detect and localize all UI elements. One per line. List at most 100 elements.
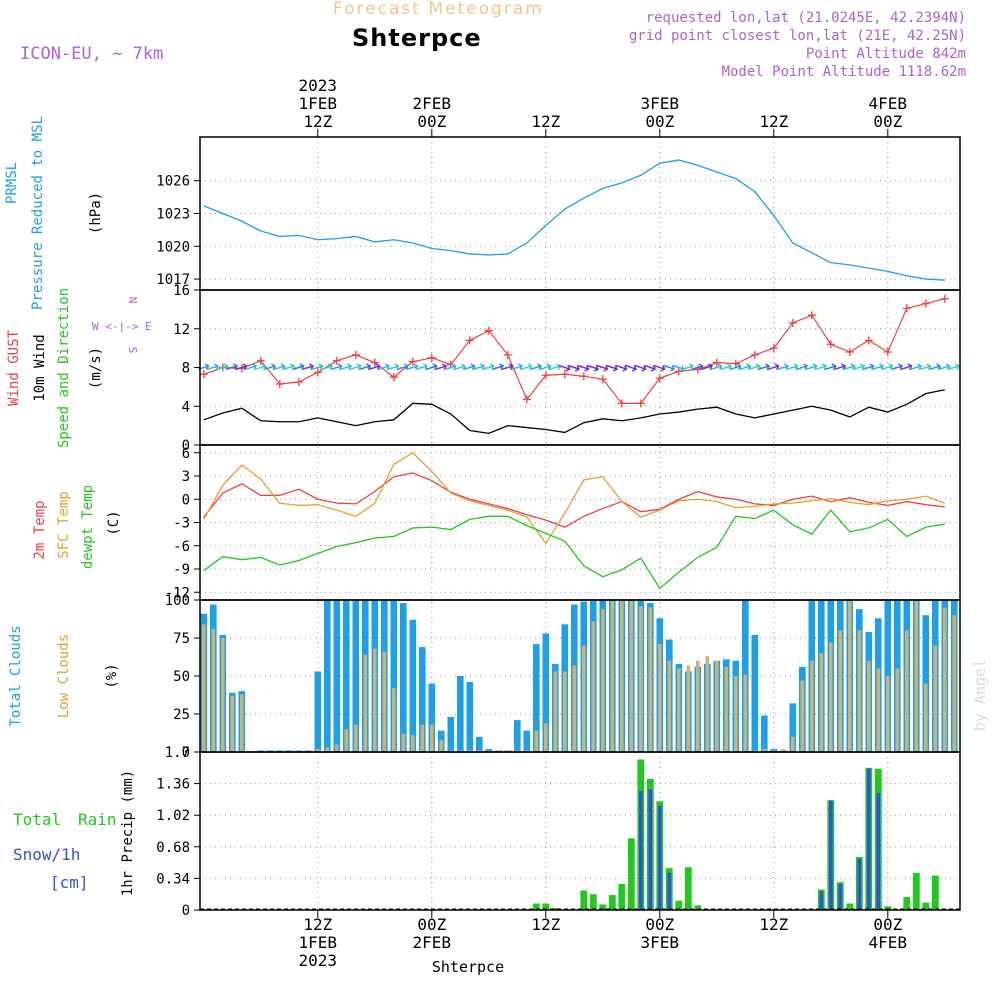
wind-direction-arrow: [254, 363, 267, 371]
total-cloud-bar: [447, 717, 455, 752]
low-cloud-bar: [335, 744, 339, 752]
wind-direction-arrow: [748, 363, 761, 371]
precip-cm-label: [cm]: [50, 873, 89, 892]
wind-direction-arrow-shape: [948, 363, 960, 371]
total-cloud-bar: [390, 600, 398, 752]
low-cloud-bar: [791, 736, 795, 752]
rain-bar: [599, 904, 607, 910]
pressure-tick-label: 1026: [156, 174, 190, 190]
wind-direction-arrow-shape: [359, 363, 371, 371]
pressure-unit: (hPa): [88, 192, 104, 234]
wind-direction-arrow-shape: [596, 364, 609, 372]
low-cloud-bar: [591, 621, 596, 752]
footer-location: Shterpce: [432, 958, 504, 976]
wind-direction-arrow-shape: [587, 364, 599, 372]
pressure-line: [203, 159, 945, 281]
low-cloud-bar: [582, 645, 586, 752]
wind-direction-arrow-shape: [425, 363, 438, 371]
wind-direction-arrow-shape: [805, 363, 818, 371]
gust-marker: [864, 336, 873, 345]
gust-marker: [313, 368, 322, 377]
wind-tick-label: 8: [182, 361, 190, 377]
cloud-tick-label: 75: [173, 631, 190, 647]
low-cloud-bar: [496, 750, 501, 752]
wind-direction-arrow-shape: [644, 364, 656, 372]
wind-direction-arrow-shape: [853, 363, 865, 371]
low-cloud-bar: [382, 651, 387, 752]
low-cloud-bar: [838, 630, 843, 752]
gust-marker: [731, 359, 740, 368]
gust-marker: [256, 356, 265, 365]
top-time-label: 12Z: [759, 112, 788, 131]
pressure-label-prmsl: PRMSL: [4, 162, 20, 204]
wind-direction-arrow-shape: [786, 363, 799, 371]
low-cloud-bar: [468, 750, 472, 752]
wind-direction-arrow: [929, 363, 941, 371]
wind-direction-arrow-shape: [254, 363, 267, 371]
wind-direction-arrow-shape: [710, 363, 723, 371]
bottom-time-label: 2023: [299, 951, 338, 970]
wind-direction-arrow: [891, 363, 903, 371]
low-cloud-bar: [439, 739, 444, 752]
wind-direction-arrow: [862, 363, 875, 371]
model-label: ICON-EU, ~ 7km: [20, 44, 164, 64]
wind-direction-arrow: [330, 363, 343, 371]
low-cloud-bar: [829, 642, 833, 752]
wind-direction-arrow: [387, 363, 400, 371]
temp-2m-label: 2m Temp: [32, 500, 48, 559]
wind-direction-arrow: [235, 363, 248, 371]
gust-marker: [617, 399, 626, 408]
pressure-tick-label: 1017: [156, 272, 190, 288]
low-cloud-bar: [734, 676, 738, 752]
wind-direction-arrow: [482, 363, 495, 371]
low-cloud-bar: [316, 748, 320, 752]
rain-bar: [589, 894, 597, 910]
gust-marker: [807, 311, 816, 320]
wind-direction-arrow-shape: [634, 364, 647, 372]
wind-direction-arrow-shape: [463, 363, 476, 371]
low-cloud-bar: [430, 724, 434, 752]
wind-direction-arrow: [520, 363, 533, 371]
cloud-tick-label: 100: [165, 593, 190, 609]
top-time-label: 2FEB: [413, 94, 452, 113]
low-cloud-bar: [677, 668, 681, 752]
low-cloud-bar: [943, 607, 947, 752]
wind-direction-arrow: [416, 363, 428, 371]
wind-speed-line: [203, 389, 945, 435]
wind-10m-label: 10m Wind: [32, 334, 48, 401]
wind-direction-arrow: [264, 363, 276, 371]
bottom-time-label: 00Z: [417, 915, 446, 934]
rain-bar: [532, 903, 540, 910]
compass-n: N: [127, 297, 140, 304]
low-cloud-bar: [648, 607, 653, 752]
rain-bar: [922, 902, 930, 910]
wind-direction-arrow-shape: [330, 363, 343, 371]
wind-direction-arrow: [587, 364, 599, 372]
compass-s: S: [127, 347, 140, 354]
low-cloud-bar: [819, 653, 824, 752]
compass-we: W <-|-> E: [92, 320, 152, 333]
total-cloud-bar: [286, 750, 293, 752]
top-time-label: 00Z: [873, 112, 902, 131]
bottom-time-label: 12Z: [759, 915, 788, 934]
wind-direction-arrow-shape: [881, 363, 894, 371]
wind-unit: (m/s): [88, 347, 104, 389]
info-model-altitude: Model Point Altitude 1118.62m: [721, 64, 966, 80]
wind-direction-arrow-shape: [226, 363, 238, 371]
gust-marker: [522, 395, 531, 404]
wind-direction-arrow-shape: [406, 363, 419, 371]
pressure-label-full: Pressure Reduced to MSL: [30, 116, 46, 310]
low-cloud-bar: [202, 624, 206, 752]
precip-tick-label: 0.34: [156, 871, 190, 887]
wind-direction-arrow-shape: [748, 363, 761, 371]
wind-direction-label: Speed and Direction: [56, 288, 72, 448]
wind-direction-arrow-shape: [739, 363, 751, 371]
wind-direction-arrow-shape: [701, 363, 713, 371]
wind-direction-arrow-shape: [682, 363, 694, 371]
wind-direction-arrow-shape: [929, 363, 941, 371]
rain-bar: [846, 903, 854, 910]
rain-bar: [931, 875, 939, 910]
temp-tick-label: -12: [165, 585, 190, 601]
low-cloud-bar: [743, 674, 748, 752]
